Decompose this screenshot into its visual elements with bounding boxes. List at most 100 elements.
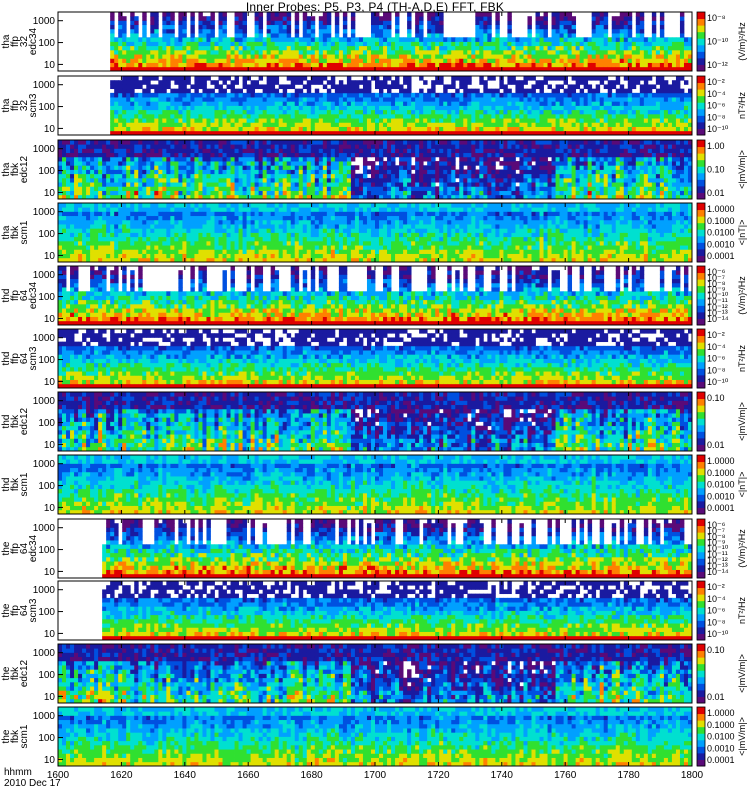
heatmap-cell bbox=[110, 12, 114, 17]
heatmap-cell bbox=[564, 46, 568, 51]
heatmap-cell bbox=[311, 54, 315, 59]
heatmap-cell bbox=[122, 46, 126, 51]
heatmap-cell bbox=[523, 37, 527, 42]
heatmap-cell bbox=[467, 46, 471, 51]
heatmap-cell bbox=[403, 63, 407, 68]
heatmap-cell bbox=[198, 20, 202, 25]
heatmap-cell bbox=[624, 58, 628, 63]
heatmap-cell bbox=[503, 58, 507, 63]
heatmap-cell bbox=[544, 58, 548, 63]
heatmap-cell bbox=[210, 29, 214, 34]
heatmap-cell bbox=[556, 46, 560, 51]
heatmap-cell bbox=[391, 63, 395, 68]
heatmap-cell bbox=[110, 29, 114, 34]
heatmap-cell bbox=[387, 12, 391, 17]
heatmap-cell bbox=[247, 50, 251, 55]
heatmap-cell bbox=[564, 50, 568, 55]
heatmap-cell bbox=[572, 50, 576, 55]
heatmap-cell bbox=[194, 50, 198, 55]
heatmap-cell bbox=[447, 46, 451, 51]
heatmap-cell bbox=[182, 50, 186, 55]
heatmap-cell bbox=[459, 37, 463, 42]
heatmap-cell bbox=[540, 46, 544, 51]
heatmap-cell bbox=[287, 63, 291, 68]
heatmap-cell bbox=[339, 50, 343, 55]
heatmap-cell bbox=[552, 33, 556, 38]
heatmap-cell bbox=[540, 16, 544, 21]
heatmap-cell bbox=[411, 37, 415, 42]
heatmap-cell bbox=[291, 37, 295, 42]
heatmap-cell bbox=[263, 63, 267, 68]
heatmap-cell bbox=[660, 20, 664, 25]
heatmap-cell bbox=[552, 58, 556, 63]
heatmap-cell bbox=[552, 63, 556, 68]
heatmap-cell bbox=[154, 16, 158, 21]
heatmap-cell bbox=[624, 16, 628, 21]
heatmap-cell bbox=[355, 63, 359, 68]
heatmap-cell bbox=[560, 12, 564, 17]
heatmap-cell bbox=[166, 37, 170, 42]
heatmap-cell bbox=[214, 37, 218, 42]
heatmap-cell bbox=[407, 12, 411, 17]
heatmap-cell bbox=[154, 46, 158, 51]
heatmap-cell bbox=[259, 54, 263, 59]
heatmap-cell bbox=[158, 42, 162, 47]
heatmap-cell bbox=[243, 29, 247, 34]
heatmap-cell bbox=[303, 58, 307, 63]
heatmap-cell bbox=[640, 37, 644, 42]
heatmap-cell bbox=[223, 12, 227, 17]
heatmap-cell bbox=[411, 63, 415, 68]
heatmap-cell bbox=[419, 29, 423, 34]
heatmap-cell bbox=[652, 25, 656, 30]
heatmap-cell bbox=[271, 63, 275, 68]
heatmap-cell bbox=[447, 42, 451, 47]
heatmap-cell bbox=[572, 46, 576, 51]
heatmap-cell bbox=[487, 42, 491, 47]
heatmap-cell bbox=[255, 12, 259, 17]
heatmap-cell bbox=[267, 54, 271, 59]
heatmap-cell bbox=[580, 58, 584, 63]
heatmap-cell bbox=[275, 46, 279, 51]
heatmap-cell bbox=[275, 37, 279, 42]
heatmap-cell bbox=[536, 16, 540, 21]
heatmap-cell bbox=[560, 42, 564, 47]
heatmap-cell bbox=[271, 58, 275, 63]
heatmap-cell bbox=[419, 12, 423, 17]
heatmap-cell bbox=[235, 42, 239, 47]
heatmap-cell bbox=[544, 33, 548, 38]
heatmap-cell bbox=[483, 58, 487, 63]
heatmap-cell bbox=[620, 37, 624, 42]
heatmap-cell bbox=[162, 46, 166, 51]
heatmap-cell bbox=[471, 37, 475, 42]
heatmap-cell bbox=[479, 54, 483, 59]
heatmap-cell bbox=[134, 25, 138, 30]
heatmap-cell bbox=[150, 16, 154, 21]
heatmap-cell bbox=[170, 16, 174, 21]
heatmap-cell bbox=[122, 58, 126, 63]
heatmap-cell bbox=[174, 37, 178, 42]
heatmap-cell bbox=[564, 12, 568, 17]
heatmap-cell bbox=[283, 46, 287, 51]
heatmap-cell bbox=[636, 20, 640, 25]
heatmap-cell bbox=[255, 16, 259, 21]
heatmap-cell bbox=[307, 25, 311, 30]
heatmap-cell bbox=[427, 63, 431, 68]
heatmap-cell bbox=[182, 37, 186, 42]
heatmap-cell bbox=[660, 29, 664, 34]
heatmap-cell bbox=[564, 63, 568, 68]
heatmap-cell bbox=[556, 54, 560, 59]
heatmap-cell bbox=[499, 37, 503, 42]
heatmap-cell bbox=[475, 16, 479, 21]
heatmap-cell bbox=[190, 54, 194, 59]
heatmap-cell bbox=[303, 20, 307, 25]
heatmap-cell bbox=[568, 16, 572, 21]
heatmap-cell bbox=[190, 33, 194, 38]
heatmap-cell bbox=[198, 29, 202, 34]
heatmap-cell bbox=[588, 63, 592, 68]
heatmap-cell bbox=[507, 25, 511, 30]
heatmap-cell bbox=[572, 54, 576, 59]
heatmap-cell bbox=[154, 63, 158, 68]
heatmap-cell bbox=[190, 16, 194, 21]
heatmap-cell bbox=[616, 63, 620, 68]
heatmap-cell bbox=[411, 58, 415, 63]
